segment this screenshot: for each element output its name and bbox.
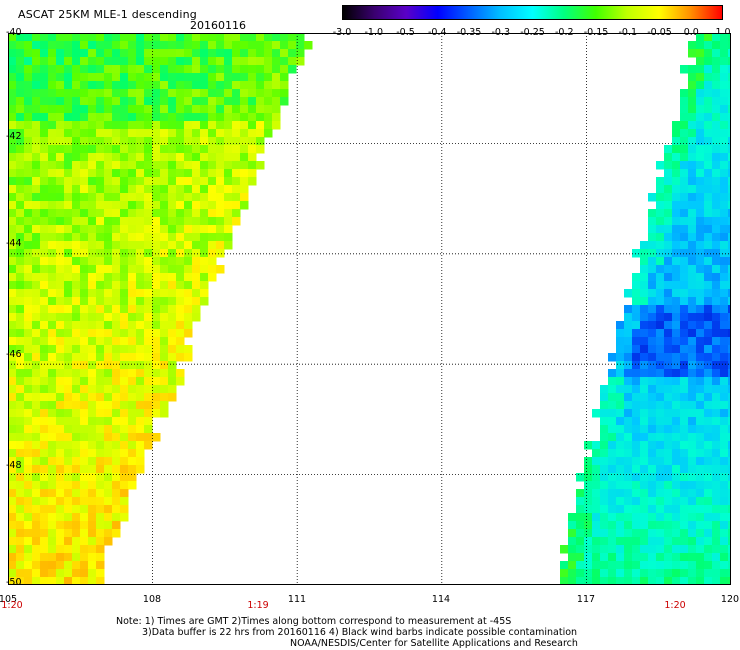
lat-label: -44 bbox=[6, 238, 22, 249]
colorbar-label: -3.0 bbox=[332, 27, 352, 38]
grid-lines bbox=[8, 33, 731, 585]
note-line-1: Note: 1) Times are GMT 2)Times along bot… bbox=[116, 616, 512, 627]
colorbar-label: -0.3 bbox=[491, 27, 511, 38]
lon-label: 108 bbox=[142, 594, 162, 605]
image-title: ASCAT 25KM MLE-1 descending bbox=[18, 8, 197, 21]
colorbar bbox=[342, 5, 723, 20]
lat-label: -40 bbox=[6, 27, 22, 38]
note-line-3: NOAA/NESDIS/Center for Satellite Applica… bbox=[290, 638, 578, 649]
lon-label: 117 bbox=[576, 594, 596, 605]
lat-label: -46 bbox=[6, 349, 22, 360]
colorbar-label: -1.0 bbox=[364, 27, 384, 38]
colorbar-label: -0.2 bbox=[554, 27, 574, 38]
colorbar-label: -0.5 bbox=[396, 27, 415, 38]
time-label: 1:20 bbox=[664, 600, 686, 611]
note-line-2: 3)Data buffer is 22 hrs from 20160116 4)… bbox=[142, 627, 578, 638]
colorbar-label: -0.05 bbox=[647, 27, 672, 38]
swath-right bbox=[560, 33, 731, 585]
map-frame bbox=[8, 33, 731, 585]
colorbar-label: -0.25 bbox=[520, 27, 545, 38]
lon-label: 120 bbox=[720, 594, 740, 605]
lat-label: -42 bbox=[6, 131, 22, 142]
lon-label: 114 bbox=[431, 594, 451, 605]
swath-left bbox=[8, 33, 313, 585]
time-label: 1:20 bbox=[1, 600, 23, 611]
colorbar-label: -0.1 bbox=[618, 27, 638, 38]
lon-label: 105 bbox=[0, 594, 18, 605]
lon-label: 111 bbox=[287, 594, 307, 605]
colorbar-label: -0.35 bbox=[456, 27, 482, 38]
colorbar-label: -0.15 bbox=[583, 27, 609, 38]
colorbar-label: 1.0 bbox=[715, 27, 731, 38]
lat-label: -50 bbox=[6, 577, 22, 588]
map-plot bbox=[8, 33, 731, 585]
lat-label: -48 bbox=[6, 460, 22, 471]
colorbar-label: 0.0 bbox=[683, 27, 699, 38]
image-date: 20160116 bbox=[190, 19, 246, 32]
time-label: 1:19 bbox=[247, 600, 269, 611]
colorbar-label: -0.4 bbox=[427, 27, 447, 38]
